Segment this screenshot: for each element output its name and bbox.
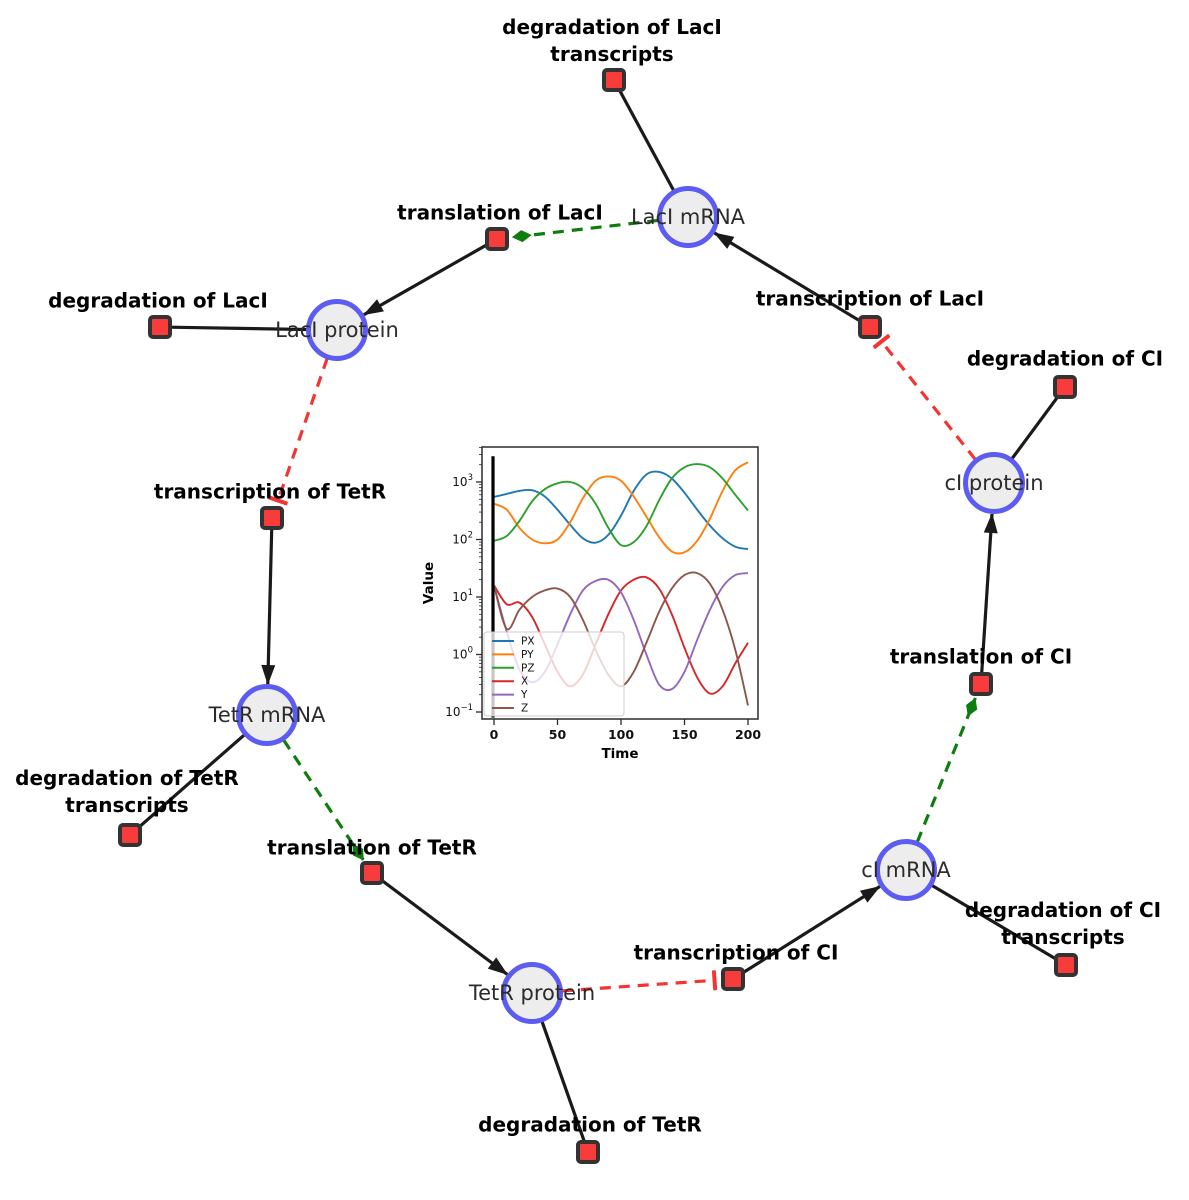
chart-y-axis-label: Value bbox=[421, 562, 437, 604]
species-label-ci-mrna: cI mRNA bbox=[861, 858, 951, 882]
reaction-label-line: transcription of CI bbox=[633, 940, 839, 965]
reaction-label-translation-of-ci: translation of CI bbox=[890, 644, 1072, 671]
reaction-label-translation-of-laci: translation of LacI bbox=[397, 200, 603, 227]
reaction-node-degradation-of-tetr-transcripts[interactable] bbox=[118, 823, 142, 847]
legend-label-PZ: PZ bbox=[521, 662, 535, 674]
reaction-label-line: degradation of LacI bbox=[502, 15, 722, 39]
reaction-node-translation-of-laci[interactable] bbox=[485, 227, 509, 251]
edge-translation-of-laci-to-laci-protein bbox=[363, 243, 489, 317]
edge-laci-mrna-to-translation-of-laci bbox=[511, 218, 659, 243]
species-label-laci-protein: LacI protein bbox=[275, 318, 399, 342]
species-node-tetr-mrna[interactable] bbox=[236, 684, 298, 746]
legend-label-X: X bbox=[521, 676, 528, 688]
edge-ci-protein-to-degradation-of-ci bbox=[1010, 394, 1061, 460]
reaction-label-line: translation of TetR bbox=[267, 835, 477, 860]
reaction-label-line: transcription of TetR bbox=[153, 479, 387, 504]
x-tick-label: 0 bbox=[490, 727, 499, 742]
reaction-node-degradation-of-laci-transcripts[interactable] bbox=[602, 68, 626, 92]
x-tick-label: 100 bbox=[608, 727, 634, 742]
reaction-label-line: translation of CI bbox=[889, 644, 1073, 669]
species-label-tetr-mrna: TetR mRNA bbox=[208, 703, 326, 727]
reaction-label-line: translation of LacI bbox=[397, 200, 603, 225]
reaction-label-degradation-of-tetr-transcripts: degradation of TetR transcripts bbox=[15, 765, 239, 819]
reaction-node-degradation-of-ci-transcripts[interactable] bbox=[1054, 953, 1078, 977]
chart-series-X bbox=[493, 575, 749, 695]
reaction-node-degradation-of-tetr[interactable] bbox=[576, 1140, 600, 1164]
species-node-laci-protein[interactable] bbox=[306, 299, 368, 361]
species-node-ci-protein[interactable] bbox=[963, 452, 1025, 514]
species-node-laci-mrna[interactable] bbox=[657, 186, 719, 248]
reaction-label-transcription-of-laci: transcription of LacI bbox=[756, 286, 984, 313]
reaction-label-degradation-of-laci: degradation of LacI bbox=[48, 288, 268, 315]
reaction-label-transcription-of-ci: transcription of CI bbox=[634, 940, 839, 967]
edge-transcription-of-ci-to-ci-mrna bbox=[741, 885, 881, 975]
edge-transcription-of-laci-to-laci-mrna bbox=[713, 231, 862, 323]
chart-axes-frame bbox=[481, 446, 759, 720]
edge-laci-protein-to-degradation-of-laci bbox=[169, 325, 308, 332]
x-tick-label: 200 bbox=[735, 727, 761, 742]
reaction-label-degradation-of-laci-transcripts: degradation of LacI transcripts bbox=[502, 14, 722, 68]
species-node-ci-mrna[interactable] bbox=[875, 839, 937, 901]
edge-translation-of-tetr-to-tetr-protein bbox=[379, 878, 509, 976]
edge-transcription-of-tetr-to-tetr-mrna bbox=[261, 528, 276, 686]
reaction-label-degradation-of-tetr: degradation of TetR bbox=[478, 1112, 702, 1139]
edge-laci-mrna-to-degradation-of-laci-transcripts bbox=[617, 88, 676, 192]
x-tick-label: 150 bbox=[671, 727, 697, 742]
reaction-node-transcription-of-tetr[interactable] bbox=[260, 506, 284, 530]
edge-ci-mrna-to-translation-of-ci bbox=[915, 697, 978, 843]
edge-translation-of-ci-to-ci-protein bbox=[980, 512, 998, 674]
chart-series-PZ bbox=[493, 463, 749, 548]
edge-laci-protein-to-transcription-of-tetr bbox=[268, 357, 329, 506]
reaction-label-line: degradation of CI bbox=[964, 898, 1162, 922]
reaction-label-line: degradation of LacI bbox=[48, 288, 268, 313]
reaction-node-translation-of-ci[interactable] bbox=[969, 672, 993, 696]
legend-label-Z: Z bbox=[521, 703, 528, 715]
reaction-label-line: transcripts bbox=[550, 42, 674, 66]
x-tick-label: 50 bbox=[549, 727, 567, 742]
edge-tetr-protein-to-degradation-of-tetr bbox=[540, 1020, 587, 1144]
edge-tetr-protein-to-transcription-of-ci bbox=[561, 970, 718, 993]
reaction-label-line: degradation of TetR bbox=[15, 766, 239, 790]
reaction-label-line: transcripts bbox=[65, 793, 189, 817]
reaction-label-line: degradation of TetR bbox=[478, 1112, 702, 1137]
inset-chart: 103 102 101 100 10−1 0 50 100 150 200 Time Value PX P… bbox=[420, 430, 775, 765]
species-label-tetr-protein: TetR protein bbox=[468, 981, 596, 1005]
legend-label-Y: Y bbox=[520, 689, 528, 701]
chart-x-axis-label: Time bbox=[601, 746, 638, 762]
reaction-node-degradation-of-ci[interactable] bbox=[1053, 375, 1077, 399]
reaction-label-line: transcription of LacI bbox=[755, 286, 985, 311]
edge-tetr-mrna-to-translation-of-tetr bbox=[282, 739, 366, 862]
chart-series-PX bbox=[493, 470, 749, 551]
edge-ci-mrna-to-degradation-of-ci-transcripts bbox=[930, 883, 1059, 962]
edge-tetr-mrna-to-degradation-of-tetr-transcripts bbox=[136, 733, 246, 830]
species-label-ci-protein: cI protein bbox=[944, 471, 1044, 495]
reaction-node-translation-of-tetr[interactable] bbox=[360, 861, 384, 885]
species-label-laci-mrna: LacI mRNA bbox=[630, 205, 746, 229]
reaction-node-degradation-of-laci[interactable] bbox=[148, 315, 172, 339]
chart-series-PY bbox=[493, 461, 749, 555]
reaction-label-degradation-of-ci: degradation of CI bbox=[967, 346, 1163, 373]
reaction-label-translation-of-tetr: translation of TetR bbox=[267, 835, 477, 862]
reaction-label-line: transcripts bbox=[1001, 925, 1125, 949]
reaction-label-transcription-of-tetr: transcription of TetR bbox=[154, 479, 386, 506]
reaction-label-line: degradation of CI bbox=[966, 346, 1164, 371]
species-node-tetr-protein[interactable] bbox=[501, 962, 563, 1024]
legend-label-PX: PX bbox=[521, 636, 535, 648]
edge-ci-protein-to-transcription-of-laci bbox=[872, 334, 977, 461]
legend-box bbox=[483, 631, 625, 717]
reaction-label-degradation-of-ci-transcripts: degradation of CI transcripts bbox=[965, 897, 1161, 951]
legend-label-PY: PY bbox=[521, 649, 534, 661]
reaction-node-transcription-of-laci[interactable] bbox=[858, 315, 882, 339]
reaction-node-transcription-of-ci[interactable] bbox=[721, 967, 745, 991]
